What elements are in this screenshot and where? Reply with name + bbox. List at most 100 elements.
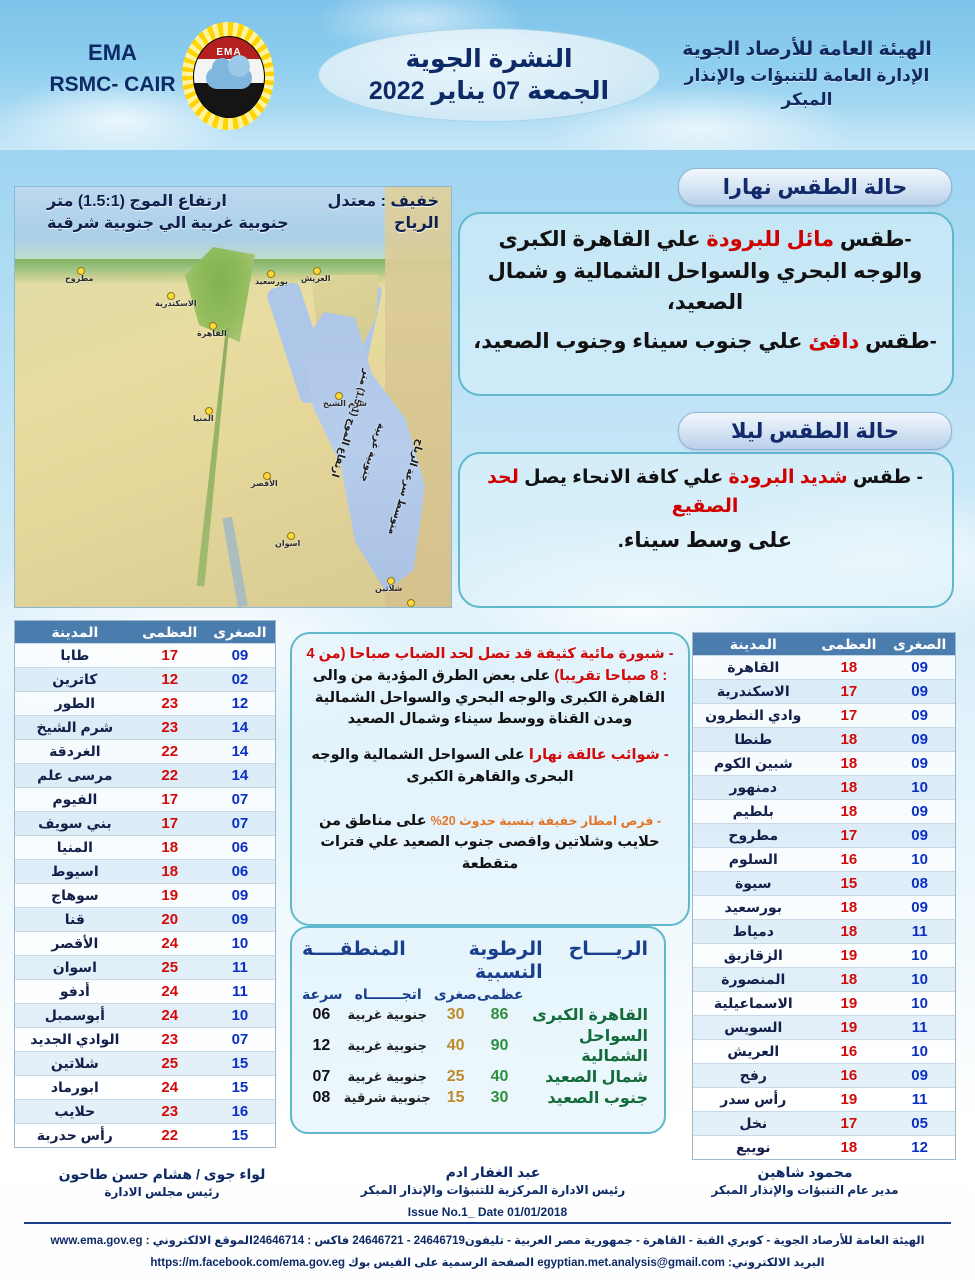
cell-city-name: قنا <box>64 911 85 927</box>
table-row: 06 18 اسيوط <box>15 859 275 883</box>
cell-city-name: بلطيم <box>732 803 774 819</box>
cell-min-temp: 05 <box>911 1115 928 1132</box>
sub-wind-direction: اتجـــــــاه <box>354 986 422 1002</box>
cell-humidity-max: 30 <box>490 1089 509 1106</box>
cell-wind-speed: 07 <box>312 1068 331 1085</box>
cell-max-temp: 17 <box>840 1115 858 1132</box>
cell-city-name: الزقازيق <box>723 947 783 963</box>
table-row: 09 19 سوهاج <box>15 883 275 907</box>
cell-max-temp: 22 <box>161 767 179 784</box>
cell-city-name: دمياط <box>732 923 774 939</box>
sig-center-role: رئيس الادارة المركزية للتنبؤات والإنذار … <box>360 1183 626 1198</box>
table-row: 10 24 أبوسمبل <box>15 1003 275 1027</box>
signature-left: لواء جوى / هشام حسن طاحون رئيس مجلس الاد… <box>22 1164 302 1202</box>
map-city-dot <box>335 392 343 400</box>
cell-max-temp: 17 <box>161 647 179 664</box>
signature-right: محمود شاهين مدير عام التنبؤات والإنذار ا… <box>655 1162 955 1200</box>
cell-min-temp: 11 <box>911 1091 928 1108</box>
night-weather-box <box>458 452 954 608</box>
cell-city-name: شبين الكوم <box>713 755 793 771</box>
cell-max-temp: 15 <box>840 875 858 892</box>
ema-label: EMA <box>88 40 137 65</box>
cell-city-name: الطور <box>54 695 96 711</box>
table-row: 10 16 العريش <box>693 1039 955 1063</box>
table-row: 07 17 الفيوم <box>15 787 275 811</box>
cell-city-name: مطروح <box>728 827 779 843</box>
humidity-wind-row: السواحل الشمالية 90 40 جنوبية غربية 12 <box>292 1025 664 1066</box>
warning-3-rest: على مناطق من حلايب وشلاتين واقصى جنوب ال… <box>318 812 660 873</box>
cell-city-name: مرسى علم <box>37 767 113 783</box>
table-row: 12 23 الطور <box>15 691 275 715</box>
cell-max-temp: 23 <box>161 1031 179 1048</box>
table-row: 09 18 بلطيم <box>693 799 955 823</box>
header-city: المدينة <box>729 635 777 652</box>
cell-humidity-min: 40 <box>446 1037 465 1054</box>
cell-max-temp: 18 <box>840 899 858 916</box>
table-row: 07 23 الوادي الجديد <box>15 1027 275 1051</box>
table-row: 07 17 بني سويف <box>15 811 275 835</box>
cell-city-name: الاسكندرية <box>716 683 790 699</box>
cell-humidity-min: 30 <box>446 1006 465 1023</box>
cell-min-temp: 09 <box>231 647 249 664</box>
cell-max-temp: 18 <box>840 659 858 676</box>
temperature-table-left: الصغرى العظمى المدينة 09 17 طابا 02 12 كاترين… <box>14 620 276 1148</box>
table-header-row: الصغرى العظمى المدينة <box>15 621 275 643</box>
night-weather-heading: حالة الطقس ليلا <box>678 412 952 450</box>
cell-wind-direction: جنوبية شرقية <box>343 1090 431 1105</box>
cell-min-temp: 15 <box>231 1127 249 1144</box>
map-wind-wave-note: خفيف : معتدل ارتفاع الموج (1.5:1) متر ال… <box>43 191 443 234</box>
cell-min-temp: 09 <box>231 887 249 904</box>
table-row: 02 12 كاترين <box>15 667 275 691</box>
table-row: 09 17 طابا <box>15 643 275 667</box>
cell-city-name: طنطا <box>734 731 773 747</box>
map-city-dot <box>77 267 85 275</box>
page-header: الهيئة العامة للأرصاد الجوية الإدارة الع… <box>0 0 975 150</box>
map-city-dot <box>407 599 415 607</box>
cell-city-name: كاترين <box>52 671 98 687</box>
cell-city-name: طابا <box>60 647 90 663</box>
cell-max-temp: 23 <box>161 1103 179 1120</box>
table-row: 14 22 الغردقة <box>15 739 275 763</box>
cell-city-name: وادي النطرون <box>705 707 802 723</box>
day-line2-highlight: دافئ <box>808 330 860 353</box>
cloud-icon <box>206 55 252 89</box>
cell-max-temp: 19 <box>161 887 179 904</box>
cell-min-temp: 15 <box>231 1055 249 1072</box>
sig-right-role: مدير عام التنبؤات والإنذار المبكر <box>711 1183 899 1198</box>
map-city-label: بورسعيد <box>255 277 288 286</box>
bulletin-date: الجمعة 07 يناير 2022 <box>368 77 610 105</box>
wind-label: الرياح <box>394 214 439 232</box>
warnings-box: - شبورة مائية كثيفة قد تصل لحد الضباب صب… <box>290 632 690 926</box>
cell-min-temp: 09 <box>911 899 928 916</box>
title-wind: الريــــاح <box>568 939 648 960</box>
sig-right-name: محمود شاهين <box>757 1164 853 1180</box>
ema-logo-icon: EMA <box>176 16 280 136</box>
day-weather-heading-text: حالة الطقس نهارا <box>722 175 908 199</box>
sig-left-name: لواء جوى / هشام حسن طاحون <box>58 1166 266 1182</box>
cell-max-temp: 18 <box>840 755 858 772</box>
cell-region: السواحل الشمالية <box>578 1028 648 1065</box>
table-row: 11 24 أدفو <box>15 979 275 1003</box>
table-row: 10 19 الزقازيق <box>693 943 955 967</box>
cell-min-temp: 06 <box>231 839 249 856</box>
cell-min-temp: 10 <box>911 1043 928 1060</box>
map-city-dot <box>205 407 213 415</box>
cell-city-name: اسوان <box>52 959 97 975</box>
map-city-label: شرم الشيخ <box>323 399 367 408</box>
sig-center-name: عبد الغفار ادم <box>445 1164 541 1180</box>
table-header-row: الصغرى العظمى المدينة <box>693 633 955 655</box>
cell-max-temp: 24 <box>161 1007 179 1024</box>
cell-max-temp: 19 <box>840 995 858 1012</box>
cell-max-temp: 18 <box>840 971 858 988</box>
warning-1: - شبورة مائية كثيفة قد تصل لحد الضباب صب… <box>304 644 676 731</box>
cell-min-temp: 11 <box>231 983 248 1000</box>
cell-min-temp: 09 <box>911 707 928 724</box>
cell-min-temp: 09 <box>911 659 928 676</box>
humidity-wind-row: شمال الصعيد 40 25 جنوبية غربية 07 <box>292 1066 664 1087</box>
map-city-label: مطروح <box>65 274 94 283</box>
table-row: 11 18 دمياط <box>693 919 955 943</box>
day-weather-line-1: -طقس مائل للبرودة علي القاهرة الكبرى وال… <box>470 224 940 319</box>
map-city-label: العريش <box>301 274 331 283</box>
cell-min-temp: 14 <box>231 743 249 760</box>
humidity-wind-rows: القاهرة الكبرى 86 30 جنوبية غربية 06 السواحل … <box>292 1004 664 1108</box>
